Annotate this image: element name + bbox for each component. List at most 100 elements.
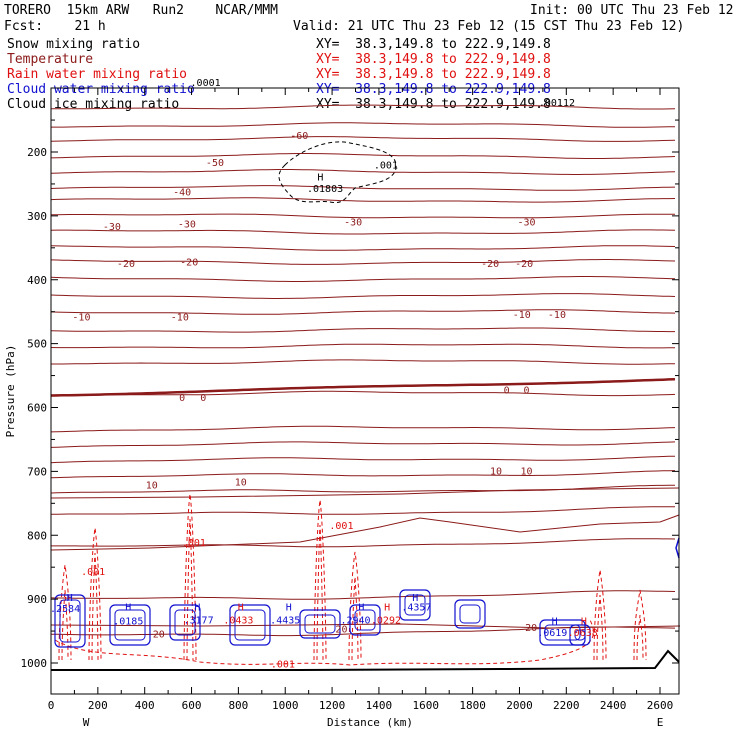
rain-contour (313, 499, 327, 661)
contour-annotation: H (67, 593, 73, 604)
x-tick-label: 0 (48, 699, 55, 712)
y-tick-label: 700 (27, 465, 47, 478)
legend-temperature: Temperature (7, 52, 94, 67)
isotherm-label: -10 (513, 310, 531, 321)
isotherm-label: 10 (146, 481, 158, 492)
rain-contour (183, 493, 197, 661)
rain-contour (633, 589, 647, 661)
cloud-ice-contour (278, 141, 397, 204)
cloud-water-contour (454, 599, 486, 629)
contour-annotation: .001 (374, 161, 398, 172)
isotherm-label: -10 (72, 313, 90, 324)
valid-time: Valid: 21 UTC Thu 23 Feb 12 (15 CST Thu … (293, 19, 685, 34)
contour-annotation: H (384, 603, 390, 614)
contour-annotation: H (238, 603, 244, 614)
cloud-water-contour-inner (59, 599, 81, 643)
contour-annotation: .2584 (50, 604, 80, 615)
legend-cloud-water: Cloud water mixing ratio (7, 82, 195, 97)
cloud-water-contour (229, 604, 271, 646)
rain-contour-inner (61, 589, 69, 661)
isotherm (51, 359, 676, 365)
legend-rain: Rain water mixing ratio (7, 67, 188, 82)
forecast-hour: Fcst: 21 h (4, 19, 106, 34)
isotherm (50, 136, 676, 142)
contour-annotation: .3177 (184, 615, 214, 626)
contour-annotation: .001 (329, 521, 353, 532)
rain-contour-inner (596, 594, 604, 661)
y-tick-label: 200 (27, 146, 47, 159)
isotherm (50, 197, 676, 203)
contour-annotation: H (317, 173, 323, 184)
cloud-water-contours (54, 537, 680, 648)
isotherm-label: 0 (523, 385, 529, 396)
isotherm-label: 10 (235, 477, 247, 488)
contour-annotation: .4435 (270, 615, 300, 626)
legend-snow: Snow mixing ratio (7, 37, 141, 52)
isotherm (50, 327, 675, 333)
plot-frame (50, 87, 680, 695)
contour-annotation: .4357 (401, 603, 431, 614)
legend-temperature-xy: XY= 38.3,149.8 to 222.9,149.8 (316, 52, 551, 67)
y-tick-label: 600 (27, 402, 47, 415)
isotherm-label: 20 (153, 629, 165, 640)
rain-contour-base (54, 619, 594, 666)
terrain (51, 649, 680, 671)
y-tick-label: 1000 (21, 657, 48, 670)
contour-annotation: H (581, 617, 587, 628)
isotherm-label: 10 (490, 467, 502, 478)
chart-title: TORERO 15km ARW Run2 NCAR/MMM (4, 3, 278, 18)
contour-annotation: .0619 (537, 628, 567, 639)
contour-annotation: .2940 (340, 615, 370, 626)
y-tick-label: 400 (27, 274, 47, 287)
isotherm (51, 390, 676, 397)
cloud-water-contour (399, 589, 431, 621)
isotherm (50, 441, 676, 448)
cloud-water-edge (675, 537, 680, 559)
contour-annotation: H (286, 603, 292, 614)
isotherm-label: -30 (344, 217, 362, 228)
x-tick-label: 2200 (553, 699, 580, 712)
rain-contour (88, 527, 102, 661)
contour-annotation: H (552, 617, 558, 628)
contour-annotation: .01803 (307, 184, 343, 195)
cloud-water-contour (109, 604, 151, 646)
isotherm-label: -20 (481, 259, 499, 270)
isotherm-label: 0 (179, 393, 185, 404)
isotherm-label: -40 (173, 187, 191, 198)
rain-contour-inner (91, 552, 99, 661)
x-tick-label: 1200 (319, 699, 346, 712)
isotherm-label: -50 (206, 158, 224, 169)
x-tick-label: 400 (135, 699, 155, 712)
y-tick-label: 800 (27, 529, 47, 542)
isotherm (50, 245, 676, 251)
rain-contour-inner (186, 518, 194, 661)
legend-rain-xy: XY= 38.3,149.8 to 222.9,149.8 (316, 67, 551, 82)
x-tick-label: 1400 (366, 699, 393, 712)
isotherm (50, 153, 676, 159)
cloud-water-contour-inner (459, 604, 481, 624)
x-tick-label: 2600 (647, 699, 674, 712)
rain-contour (593, 569, 607, 661)
x-tick-label: 800 (228, 699, 248, 712)
y-tick-label: 300 (27, 210, 47, 223)
cloud-water-contour (349, 604, 381, 636)
isotherm (50, 425, 676, 433)
y-axis-label: Pressure (hPa) (4, 345, 17, 438)
cloud-water-contour-inner (114, 609, 146, 641)
isotherm-label: -20 (515, 259, 533, 270)
isotherm-10-lower (50, 514, 680, 551)
x-axis-label: Distance (km) (327, 716, 413, 729)
isotherm (50, 259, 676, 265)
cloud-water-contour (169, 604, 201, 641)
isotherm (50, 185, 676, 191)
isotherm (50, 229, 676, 235)
legend-snow-xy: XY= 38.3,149.8 to 222.9,149.8 (316, 37, 551, 52)
isotherm-label: -30 (103, 222, 121, 233)
isotherm (51, 538, 676, 548)
isotherm-label: -20 (117, 259, 135, 270)
isotherm (50, 293, 676, 299)
contour-annotation: .00112 (539, 98, 575, 109)
x-tick-label: 200 (88, 699, 108, 712)
x-tick-label: 1800 (459, 699, 486, 712)
